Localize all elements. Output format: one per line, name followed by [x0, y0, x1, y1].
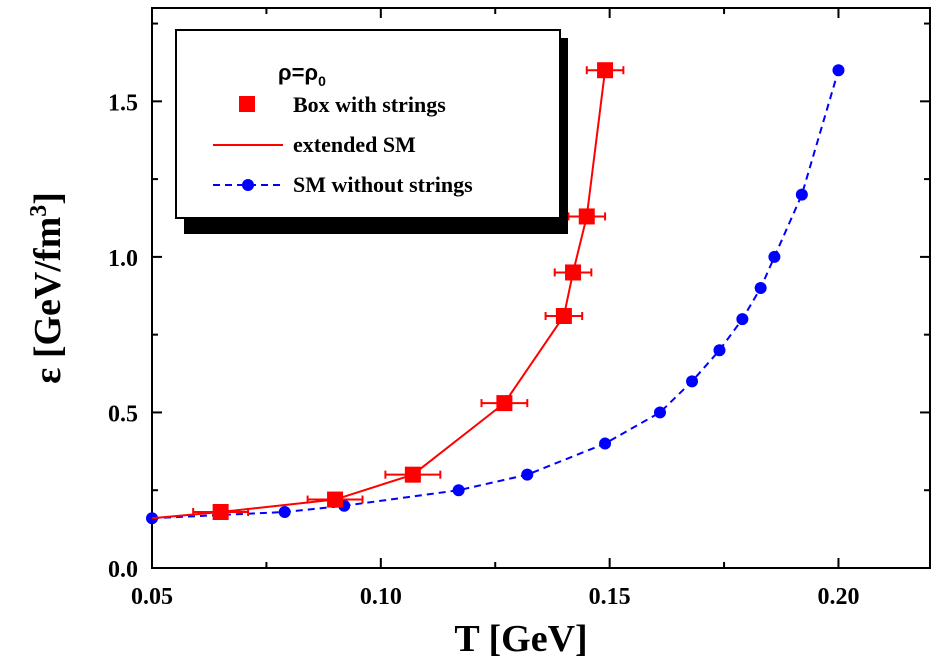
- sm-without-strings-point: [278, 506, 291, 518]
- sm-without-strings-point: [768, 250, 781, 263]
- box-with-strings-point: [565, 264, 582, 281]
- y-tick-label: 1.5: [108, 90, 138, 116]
- sm-without-strings-point: [686, 375, 699, 388]
- sm-without-strings-point: [736, 313, 749, 326]
- legend-label-sm-without-strings: SM without strings: [293, 172, 473, 197]
- box-with-strings-point: [578, 208, 595, 225]
- box-with-strings-point: [597, 62, 614, 79]
- sm-without-strings-point: [653, 406, 666, 419]
- legend-header-subscript: 0: [318, 73, 326, 89]
- y-tick-label: 0.5: [108, 401, 138, 427]
- legend-circle-marker: [242, 179, 254, 191]
- legend-box: [175, 29, 561, 219]
- y-tick-label: 0.0: [108, 557, 138, 583]
- sm-without-strings-point: [832, 64, 845, 77]
- y-axis-title-main: ε [GeV/fm: [27, 217, 69, 384]
- box-with-strings-point: [212, 504, 229, 520]
- plot-frame: [151, 7, 931, 569]
- svg-text:ε [GeV/fm3]: ε [GeV/fm3]: [26, 192, 69, 384]
- legend: ρ=ρ0 Box with strings extended SM SM wit…: [175, 29, 568, 234]
- sm-without-strings-point: [754, 282, 767, 294]
- sm-without-strings-point: [795, 188, 808, 201]
- box-with-strings-point: [555, 308, 572, 324]
- legend-label-box-with-strings: Box with strings: [293, 92, 446, 117]
- y-axis-title-end: ]: [27, 192, 69, 205]
- y-axis-ticks: 0.0 0.5 1.0 1.5: [108, 22, 930, 583]
- y-axis-title-superscript: 3: [26, 205, 52, 217]
- legend-header-main: ρ=ρ: [278, 60, 318, 85]
- x-tick-label: 0.05: [131, 584, 173, 610]
- y-axis-title: ε [GeV/fm3]: [26, 192, 69, 384]
- series-layer: [146, 62, 845, 525]
- box-with-strings-point: [404, 466, 421, 483]
- sm-without-strings-point: [599, 437, 612, 450]
- legend-square-marker: [239, 96, 255, 112]
- sm-without-strings-point: [452, 484, 465, 497]
- legend-header: ρ=ρ0: [278, 60, 326, 89]
- box-with-strings-point: [327, 491, 344, 508]
- x-axis-ticks: 0.05 0.10 0.15 0.20: [131, 8, 859, 610]
- x-tick-label: 0.15: [589, 584, 631, 610]
- sm-without-strings-point: [713, 344, 726, 357]
- x-axis-title: T [GeV]: [454, 618, 587, 660]
- box-with-strings-point: [496, 395, 513, 412]
- legend-label-extended-sm: extended SM: [293, 132, 416, 157]
- plot-area: 0.05 0.10 0.15 0.20 0.0 0.5 1.0 1.5: [108, 7, 931, 610]
- x-tick-label: 0.10: [360, 584, 402, 610]
- x-tick-label: 0.20: [817, 584, 859, 610]
- y-tick-label: 1.0: [108, 246, 138, 272]
- sm-without-strings-point: [521, 468, 534, 481]
